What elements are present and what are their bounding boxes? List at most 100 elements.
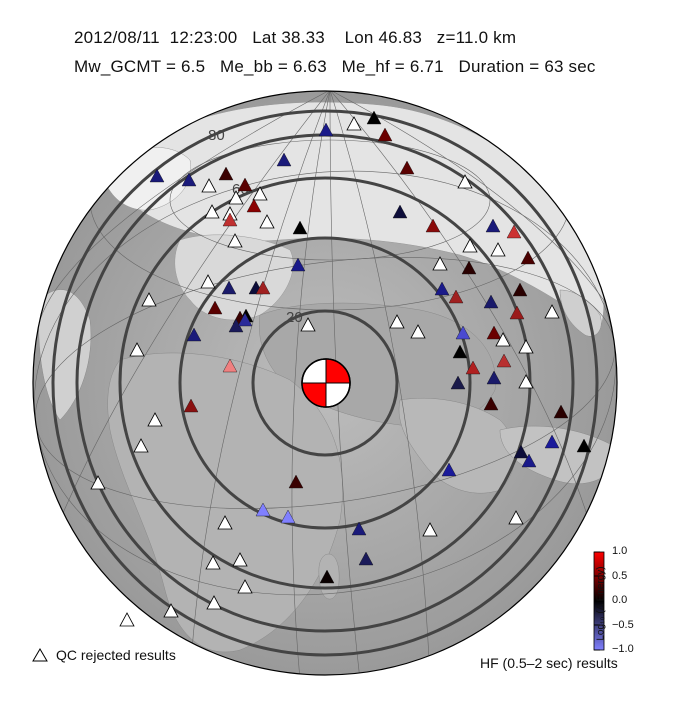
station-qc-rejected-marker: [129, 342, 145, 357]
station-marker: [425, 218, 441, 233]
station-marker: [221, 280, 237, 295]
colorbar-tick-5: −1.0: [612, 643, 634, 655]
station-qc-rejected-marker: [457, 174, 473, 189]
station-marker: [392, 204, 408, 219]
station-qc-rejected-marker: [228, 190, 244, 205]
station-qc-rejected-marker: [204, 204, 220, 219]
station-qc-rejected-marker: [133, 438, 149, 453]
station-marker: [441, 462, 457, 477]
station-marker: [448, 289, 464, 304]
station-qc-rejected-marker: [518, 374, 534, 389]
header-event-line: 2012/08/11 12:23:00 Lat 38.33 Lon 46.83 …: [74, 28, 517, 47]
station-marker: [181, 172, 197, 187]
colorbar-title: Log₁₀ (Δ Energy): [595, 566, 607, 641]
station-qc-rejected-marker: [544, 304, 560, 319]
station-marker: [246, 198, 262, 213]
station-marker: [521, 453, 537, 468]
station-qc-rejected-marker: [432, 256, 448, 271]
ring-40: [178, 236, 472, 530]
station-marker: [486, 370, 502, 385]
station-marker: [292, 220, 308, 235]
station-marker: [465, 360, 481, 375]
station-marker: [290, 257, 306, 272]
station-marker: [553, 404, 569, 419]
station-marker: [183, 398, 199, 413]
station-qc-rejected-marker: [508, 510, 524, 525]
station-marker: [222, 212, 238, 227]
station-qc-rejected-marker: [389, 314, 405, 329]
station-qc-rejected-marker: [252, 186, 268, 201]
station-layer: [90, 110, 592, 627]
legend-qc-label: QC rejected results: [56, 647, 176, 663]
station-qc-rejected-marker: [206, 595, 222, 610]
colorbar: [593, 551, 605, 651]
station-qc-rejected-marker: [259, 214, 275, 229]
open-triangle-icon: [32, 648, 48, 662]
station-qc-rejected-marker: [90, 475, 106, 490]
station-marker: [455, 325, 471, 340]
colorbar-tick-3: 0.0: [612, 594, 628, 606]
station-marker: [222, 358, 238, 373]
station-marker: [319, 569, 335, 584]
station-qc-rejected-marker: [205, 555, 221, 570]
focal-mechanism-beachball: [301, 358, 351, 408]
station-qc-rejected-marker: [300, 317, 316, 332]
station-qc-rejected-marker: [237, 579, 253, 594]
station-marker: [513, 444, 529, 459]
station-qc-rejected-marker: [200, 274, 216, 289]
ring-label-20: 20: [286, 309, 303, 326]
station-qc-rejected-marker: [217, 515, 233, 530]
station-marker: [207, 300, 223, 315]
station-qc-rejected-marker: [518, 339, 534, 354]
station-qc-rejected-marker: [232, 552, 248, 567]
globe-outline: [32, 90, 618, 676]
station-marker: [399, 160, 415, 175]
ring-90: [51, 109, 599, 657]
station-marker: [506, 224, 522, 239]
station-qc-rejected-marker: [201, 178, 217, 193]
ring-20: [251, 309, 399, 457]
station-qc-rejected-marker: [163, 603, 179, 618]
station-qc-rejected-marker: [495, 332, 511, 347]
station-marker: [255, 280, 271, 295]
station-marker: [276, 152, 292, 167]
station-marker: [237, 177, 253, 192]
legend-qc-rejected: QC rejected results: [32, 647, 176, 663]
station-marker: [149, 168, 165, 183]
station-qc-rejected-marker: [119, 612, 135, 627]
station-marker: [496, 353, 512, 368]
station-marker: [255, 502, 271, 517]
station-marker: [280, 509, 296, 524]
station-marker: [483, 294, 499, 309]
station-marker: [485, 218, 501, 233]
station-qc-rejected-marker: [141, 292, 157, 307]
colorbar-tick-1: 1.0: [612, 545, 628, 557]
station-marker: [288, 474, 304, 489]
station-qc-rejected-marker: [490, 242, 506, 257]
colorbar-tick-4: −0.5: [612, 619, 634, 631]
station-qc-rejected-marker: [147, 412, 163, 427]
station-marker: [486, 325, 502, 340]
station-qc-rejected-marker: [422, 522, 438, 537]
station-qc-rejected-marker: [227, 233, 243, 248]
station-marker: [520, 250, 536, 265]
station-marker: [452, 344, 468, 359]
station-marker: [351, 521, 367, 536]
station-marker: [512, 282, 528, 297]
legend-hf-results: HF (0.5–2 sec) results: [480, 655, 618, 671]
station-marker: [237, 312, 253, 327]
station-marker: [576, 438, 592, 453]
ring-label-80: 80: [208, 127, 225, 144]
station-qc-rejected-marker: [462, 238, 478, 253]
station-marker: [450, 375, 466, 390]
station-marker: [461, 260, 477, 275]
header-magnitude-line: Mw_GCMT = 6.5 Me_bb = 6.63 Me_hf = 6.71 …: [74, 57, 596, 76]
station-marker: [434, 281, 450, 296]
station-marker: [358, 551, 374, 566]
station-qc-rejected-marker: [410, 324, 426, 339]
station-marker: [366, 110, 382, 125]
station-marker: [544, 434, 560, 449]
station-marker: [318, 122, 334, 137]
station-marker: [483, 396, 499, 411]
